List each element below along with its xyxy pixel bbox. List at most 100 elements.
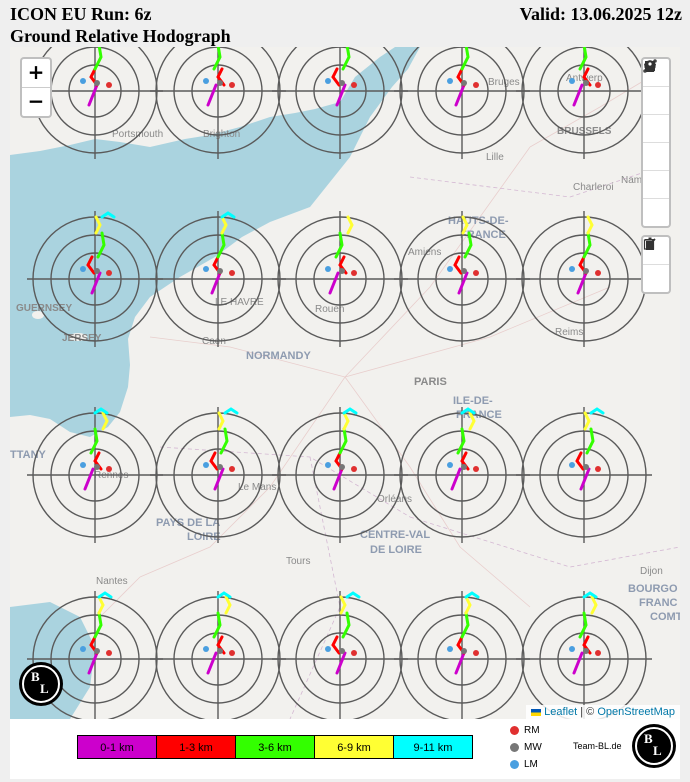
zoom-out-button[interactable]: −: [22, 87, 50, 116]
place-label: BOURGO: [628, 583, 678, 595]
mw-marker: [217, 648, 223, 654]
mw-marker: [583, 268, 589, 274]
hodograph-trace: [332, 467, 344, 491]
hodograph-trace: [96, 231, 106, 259]
site-name: Team-BL.de: [573, 741, 622, 751]
hodograph: [27, 407, 163, 543]
height-band-swatch: 9-11 km: [393, 735, 473, 759]
rm-marker: [595, 466, 601, 472]
rm-marker: [351, 82, 357, 88]
rm-marker: [229, 466, 235, 472]
lm-marker: [325, 78, 331, 84]
place-label: TTANY: [10, 449, 47, 461]
height-band-swatch: 0-1 km: [77, 735, 157, 759]
place-label: Nantes: [96, 576, 128, 587]
marker-icon[interactable]: [643, 61, 669, 199]
road-network: [99, 76, 651, 618]
hodograph: [272, 47, 408, 159]
rm-marker: [473, 466, 479, 472]
map-panel[interactable]: PortsmouthBrightonBrugesAntwerpBRUSSELSL…: [10, 47, 680, 719]
osm-link[interactable]: OpenStreetMap: [597, 706, 675, 718]
hodograph-trace: [213, 467, 225, 491]
marker-dot-icon: [510, 760, 519, 769]
lm-marker: [447, 78, 453, 84]
hodograph-trace: [464, 591, 480, 599]
hodograph-trace: [224, 595, 232, 615]
hodograph-trace: [582, 231, 592, 259]
marker-legend-item: MW: [510, 742, 542, 753]
rm-marker: [473, 82, 479, 88]
mw-marker: [94, 464, 100, 470]
hodograph-trace: [87, 651, 99, 675]
lm-marker: [325, 266, 331, 272]
rm-marker: [106, 650, 112, 656]
hodograph-trace: [454, 651, 466, 675]
map-canvas[interactable]: PortsmouthBrightonBrugesAntwerpBRUSSELSL…: [10, 47, 680, 719]
hodograph-trace: [219, 427, 229, 455]
hodograph-trace: [576, 271, 588, 295]
mw-marker: [461, 464, 467, 470]
hodograph: [150, 591, 286, 719]
mw-marker: [217, 464, 223, 470]
circlemarker-icon[interactable]: [643, 60, 669, 226]
rm-marker: [229, 82, 235, 88]
hodograph: [272, 407, 408, 543]
lm-marker: [325, 462, 331, 468]
zoom-in-button[interactable]: +: [27, 60, 45, 84]
polygon-icon[interactable]: [643, 60, 669, 115]
hodograph: [27, 591, 163, 719]
hodograph-trace: [93, 611, 103, 639]
place-label: CENTRE-VAL: [360, 529, 430, 541]
hodograph-trace: [331, 67, 341, 87]
hodograph-trace: [90, 271, 102, 295]
mw-marker: [461, 648, 467, 654]
hodograph-trace: [216, 231, 226, 259]
place-label: Amiens: [408, 247, 441, 258]
lm-marker: [569, 78, 575, 84]
hodograph-trace: [590, 595, 598, 615]
rm-marker: [351, 270, 357, 276]
mw-marker: [339, 464, 345, 470]
mw-marker: [583, 464, 589, 470]
lm-marker: [203, 266, 209, 272]
hodograph-trace: [463, 231, 473, 259]
hodograph-trace: [334, 231, 344, 259]
place-label: GUERNSEY: [16, 303, 72, 314]
hodograph-trace: [86, 255, 96, 275]
rectangle-icon[interactable]: [643, 61, 669, 143]
circle-icon[interactable]: [643, 60, 669, 171]
legend: 0-1 km 1-3 km 3-6 km 6-9 km 9-11 km RM MW LM T…: [10, 719, 680, 779]
hodograph-trace: [209, 451, 219, 471]
hodograph-trace: [100, 211, 116, 219]
mw-marker: [583, 80, 589, 86]
hodograph-trace: [342, 407, 358, 415]
height-band-swatch: 3-6 km: [235, 735, 315, 759]
leaflet-link[interactable]: Leaflet: [544, 706, 578, 718]
hodograph: [394, 591, 530, 719]
lm-marker: [80, 78, 86, 84]
place-label: FRANCE: [460, 229, 506, 241]
lm-marker: [447, 646, 453, 652]
place-label: FRANC: [639, 597, 678, 609]
place-label: Bruges: [488, 77, 520, 88]
marker-dot-icon: [510, 743, 519, 752]
hodograph-trace: [586, 215, 594, 235]
rm-marker: [595, 82, 601, 88]
rm-marker: [106, 82, 112, 88]
place-label: LOIRE: [187, 531, 221, 543]
hodograph-trace: [460, 47, 470, 71]
hodograph-trace: [585, 427, 595, 455]
map-attribution: Leaflet | © OpenStreetMap: [526, 705, 680, 719]
marker-legend-item: LM: [510, 759, 538, 770]
place-label: Namu: [621, 175, 648, 186]
place-label: NORMANDY: [246, 350, 311, 362]
trash-icon[interactable]: [643, 237, 669, 292]
hodograph-trace: [460, 407, 476, 415]
hodograph-trace: [223, 407, 239, 415]
hodograph-trace: [220, 215, 228, 235]
place-label: Charleroi: [573, 182, 614, 193]
hodograph: [516, 211, 652, 347]
hodograph-trace: [453, 255, 463, 275]
hodograph-trace: [101, 411, 109, 431]
